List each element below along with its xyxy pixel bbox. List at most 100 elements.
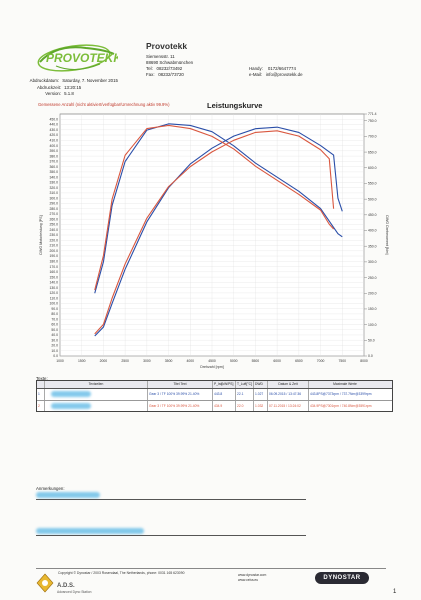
tel-label: Tel: (146, 66, 153, 71)
footer-copyright: Copyright © Dynostar / 2003 Rosendaal, T… (58, 571, 185, 575)
y-left-tick-label: 70.0 (51, 317, 58, 321)
y-left-tick-label: 410.0 (50, 139, 59, 143)
series-line-3 (94, 130, 335, 335)
y-left-axis-label: DWG Motorleistung [PS] (39, 215, 43, 254)
y-right-tick-label: 500.0 (368, 197, 377, 201)
remarks-line (36, 499, 306, 500)
email-value: info@provotekk.de (265, 72, 303, 77)
meta-value: 13:20:15 (64, 84, 82, 90)
y-left-tick-label: 60.0 (51, 323, 58, 327)
company-name: Provotekk (146, 41, 188, 51)
table-header-cell: DWD (254, 381, 268, 388)
table-header-cell: Textzeilen (45, 381, 148, 388)
correction-note: Gemessene Anzahl (nicht aktiviert/verfüg… (38, 102, 170, 107)
y-left-tick-label: 200.0 (50, 249, 59, 253)
fax-label: Fax: (146, 72, 155, 77)
y-right-axis-label: DWG Drehmoment [Nm] (385, 215, 389, 254)
y-left-tick-label: 390.0 (50, 149, 59, 153)
x-tick-label: 3500 (165, 359, 173, 363)
meta-value: 5.1.8 (64, 91, 74, 96)
meta-value: Saturday, 7. November 2015 (62, 78, 118, 83)
y-left-tick-label: 120.0 (50, 291, 59, 295)
x-tick-label: 4000 (187, 359, 195, 363)
table-cell: Gear 3 / TF 100% 39.99% 21.40% (148, 400, 213, 411)
y-right-tick-label: 150.0 (368, 307, 377, 311)
y-left-tick-label: 20.0 (51, 344, 58, 348)
y-left-tick-label: 190.0 (50, 254, 59, 258)
provotekk-logo: PROVOTEKK (37, 44, 118, 72)
meta-label: Version: (45, 91, 62, 96)
y-left-tick-label: 420.0 (50, 133, 59, 137)
notes-label: Texte: (36, 376, 48, 381)
y-left-tick-label: 360.0 (50, 165, 59, 169)
company-fax: Fax: 08232/73720 (146, 72, 184, 77)
x-tick-label: 1500 (78, 359, 86, 363)
table-cell: 07.11.2015 / 13:24:02 (268, 400, 309, 411)
y-left-tick-label: 220.0 (50, 238, 59, 242)
y-right-tick-label: 350.0 (368, 244, 377, 248)
meta-row-version: Version: 5.1.8 (18, 91, 118, 96)
y-right-tick-label: 400.0 (368, 229, 377, 233)
y-left-tick-label: 440.0 (50, 123, 59, 127)
x-tick-label: 7500 (339, 359, 347, 363)
y-left-tick-label: 250.0 (50, 223, 59, 227)
page-number: 1 (393, 589, 397, 595)
print-meta: Abdruckdatum: Saturday, 7. November 2015… (18, 78, 118, 98)
redaction-blur (36, 528, 144, 534)
y-left-tick-label: 270.0 (50, 212, 59, 216)
chart-title: Leistungskurve (207, 101, 263, 110)
table-cell: 1.032 (254, 400, 268, 411)
x-axis-label: Drehzahl [rpm] (200, 365, 224, 369)
y-left-tick-label: 350.0 (50, 170, 59, 174)
dynostar-logo: DYNOSTAR (315, 572, 369, 584)
y-left-tick-label: 110.0 (50, 296, 58, 300)
y-right-tick-label: 750.0 (368, 119, 377, 123)
redaction-blur (51, 402, 91, 409)
company-email: e-Mail: info@provotekk.de (249, 72, 303, 77)
table-cell-redacted (45, 389, 148, 400)
meta-label: Abdruckdatum: (29, 78, 60, 83)
table-cell: 443.8PS@7373rpm / 737.7Nm@3399rpm (310, 392, 372, 396)
y-left-tick-label: 140.0 (50, 281, 59, 285)
remarks-label: Anmerkungen: (36, 486, 65, 491)
y-left-tick-label: 240.0 (50, 228, 59, 232)
y-left-tick-label: 280.0 (50, 207, 59, 211)
power-curve-chart: 0.010.020.030.040.050.060.070.080.090.01… (39, 112, 389, 369)
y-right-tick-label: 650.0 (368, 150, 377, 154)
table-cell: 434.9PS@7301rpm / 740.8Nm@3591rpm (310, 403, 372, 408)
company-city: 88690 Schwabmünchen (146, 60, 194, 65)
y-right-tick-label: 450.0 (368, 213, 377, 217)
tel-value: 08232/73492 (156, 66, 183, 71)
company-street: Siemensstr. 11 (146, 54, 175, 59)
table-cell: 06.09.2015 / 13:47:36 (268, 389, 309, 400)
x-tick-label: 1000 (56, 359, 64, 363)
y-left-tick-label: 210.0 (50, 244, 59, 248)
y-left-tick-label: 430.0 (50, 128, 59, 132)
y-left-tick-label: 40.0 (51, 333, 58, 337)
x-tick-label: 5000 (230, 359, 238, 363)
y-left-tick-label: 130.0 (50, 286, 59, 290)
y-left-tick-label: 260.0 (50, 217, 59, 221)
y-left-tick-label: 330.0 (50, 181, 59, 185)
y-left-tick-label: 30.0 (51, 338, 58, 342)
table-cell: 22.1 (236, 389, 254, 400)
table-header-cell (37, 381, 45, 388)
y-left-tick-label: 380.0 (50, 154, 59, 158)
meta-label: Abdruckzeit: (36, 84, 62, 90)
x-tick-label: 5500 (252, 359, 260, 363)
table-header-cell: Titel Text (148, 381, 213, 388)
table-header-cell: Datum & Zeit (268, 381, 309, 388)
table-header-cell: T_Luft[°C] (236, 381, 254, 388)
y-right-tick-label: 700.0 (368, 135, 377, 139)
series-line-4 (94, 124, 335, 291)
handy-label: Handy: (249, 66, 263, 71)
y-left-tick-label: 300.0 (50, 196, 59, 200)
y-left-tick-label: 230.0 (50, 233, 59, 237)
y-right-tick-label: 600.0 (368, 166, 377, 170)
y-right-tick-label: 771.4 (368, 112, 377, 116)
series-line-2 (94, 123, 343, 294)
y-right-tick-label: 300.0 (368, 260, 377, 264)
table-cell: 2 (37, 400, 45, 411)
y-left-tick-label: 160.0 (50, 270, 59, 274)
y-left-tick-label: 10.0 (51, 349, 58, 353)
